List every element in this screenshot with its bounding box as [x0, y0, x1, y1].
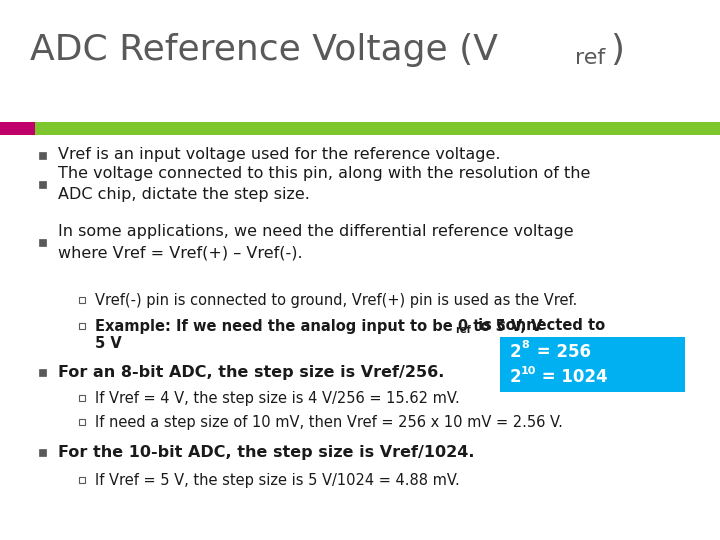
Text: The voltage connected to this pin, along with the resolution of the
ADC chip, di: The voltage connected to this pin, along… — [58, 166, 590, 202]
Bar — [38, 239, 45, 246]
Bar — [79, 323, 85, 329]
Bar — [79, 395, 85, 401]
Text: = 1024: = 1024 — [536, 368, 608, 386]
Text: ref: ref — [455, 325, 471, 335]
Text: ADC Reference Voltage (V: ADC Reference Voltage (V — [30, 33, 498, 67]
Bar — [500, 337, 685, 392]
Text: is connected to: is connected to — [473, 319, 605, 334]
Bar — [38, 152, 45, 159]
Bar — [38, 368, 45, 375]
Text: 10: 10 — [521, 366, 536, 375]
Text: 2: 2 — [510, 343, 521, 361]
Text: ref: ref — [575, 48, 606, 68]
Text: Example: If we need the analog input to be 0 to 5 V, V: Example: If we need the analog input to … — [95, 319, 542, 334]
Text: ): ) — [610, 33, 624, 67]
Text: In some applications, we need the differential reference voltage
where Vref = Vr: In some applications, we need the differ… — [58, 224, 574, 260]
Text: 2: 2 — [510, 368, 521, 386]
Bar — [38, 449, 45, 456]
Text: Vref is an input voltage used for the reference voltage.: Vref is an input voltage used for the re… — [58, 147, 500, 163]
Bar — [35, 122, 720, 135]
Text: For the 10-bit ADC, the step size is Vref/1024.: For the 10-bit ADC, the step size is Vre… — [58, 444, 474, 460]
Text: = 256: = 256 — [531, 343, 591, 361]
Text: 8: 8 — [521, 340, 528, 350]
Bar — [0, 122, 35, 135]
Bar — [79, 297, 85, 303]
Text: If need a step size of 10 mV, then Vref = 256 x 10 mV = 2.56 V.: If need a step size of 10 mV, then Vref … — [95, 415, 563, 429]
Text: For an 8-bit ADC, the step size is Vref/256.: For an 8-bit ADC, the step size is Vref/… — [58, 364, 444, 380]
Text: 5 V: 5 V — [95, 335, 122, 350]
Text: If Vref = 5 V, the step size is 5 V/1024 = 4.88 mV.: If Vref = 5 V, the step size is 5 V/1024… — [95, 472, 460, 488]
Bar — [79, 477, 85, 483]
Text: Vref(-) pin is connected to ground, Vref(+) pin is used as the Vref.: Vref(-) pin is connected to ground, Vref… — [95, 293, 577, 307]
Bar — [38, 180, 45, 187]
Bar — [79, 419, 85, 425]
Text: If Vref = 4 V, the step size is 4 V/256 = 15.62 mV.: If Vref = 4 V, the step size is 4 V/256 … — [95, 390, 460, 406]
